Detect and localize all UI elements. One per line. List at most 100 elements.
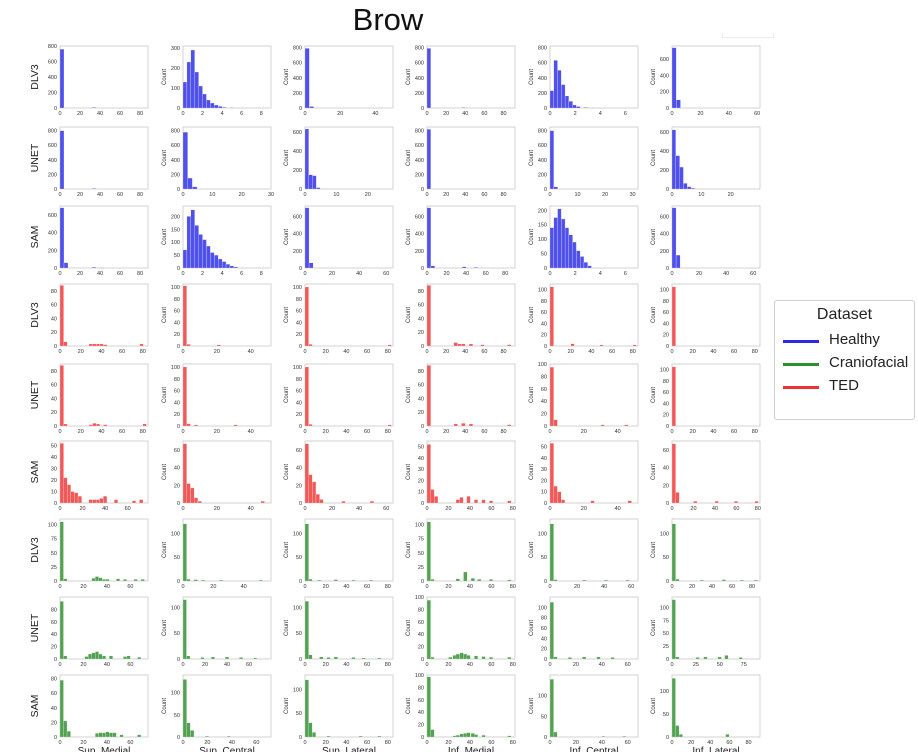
x-tick-label: 0 xyxy=(303,192,306,198)
column-label: Sup. Medial xyxy=(78,746,131,752)
x-tick-label: 60 xyxy=(117,271,123,277)
histogram-bar xyxy=(549,602,554,660)
histogram-bar xyxy=(59,285,64,347)
histogram-bar xyxy=(557,70,562,109)
x-tick-label: 80 xyxy=(510,506,516,512)
y-tick-label: 0 xyxy=(421,187,424,193)
x-tick-label: 20 xyxy=(80,740,86,746)
y-tick-label: 100 xyxy=(538,288,547,294)
histogram-bar xyxy=(182,131,188,190)
x-tick-label: 20 xyxy=(445,662,451,668)
y-tick-label: 0 xyxy=(666,106,669,112)
y-tick-label: 20 xyxy=(51,478,57,484)
x-tick-label: 80 xyxy=(137,271,143,277)
x-tick-label: 80 xyxy=(755,506,761,512)
x-tick-label: 40 xyxy=(462,429,468,435)
x-tick-label: 40 xyxy=(599,662,605,668)
y-tick-label: 400 xyxy=(538,158,547,164)
y-tick-label: 600 xyxy=(48,213,57,219)
y-tick-label: 40 xyxy=(663,401,669,407)
x-tick-label: 80 xyxy=(502,271,508,277)
x-tick-label: 40 xyxy=(356,271,362,277)
y-tick-label: 200 xyxy=(660,168,669,174)
y-tick-label: 200 xyxy=(293,91,302,97)
x-tick-label: 20 xyxy=(214,349,220,355)
y-tick-label: 60 xyxy=(51,383,57,389)
x-tick-label: 80 xyxy=(385,662,391,668)
histogram-bar xyxy=(77,495,82,504)
histogram-bar xyxy=(553,186,558,190)
panel-frame xyxy=(671,45,761,109)
legend-swatch-ted xyxy=(783,386,819,389)
y-axis-label: Count xyxy=(162,387,168,403)
x-tick-label: 20 xyxy=(80,584,86,590)
row-label: UNET xyxy=(29,613,41,642)
y-tick-label: 0 xyxy=(666,344,669,350)
histogram-bar xyxy=(214,254,219,269)
x-tick-label: 80 xyxy=(749,584,755,590)
histogram-bar xyxy=(190,49,195,109)
histogram-bar xyxy=(570,343,575,347)
x-tick-label: 40 xyxy=(462,349,468,355)
histogram-bar xyxy=(229,265,234,269)
x-tick-label: 0 xyxy=(670,192,673,198)
histogram-bar xyxy=(225,264,231,269)
histogram-bar xyxy=(204,735,209,738)
histogram-bar xyxy=(210,252,215,269)
histogram-bar xyxy=(95,733,99,738)
panel-frame xyxy=(182,45,272,109)
x-tick-label: 40 xyxy=(224,662,230,668)
y-tick-label: 80 xyxy=(663,299,669,305)
y-axis-label: Count xyxy=(651,69,657,85)
histogram-bar xyxy=(202,239,207,269)
x-tick-label: 0 xyxy=(670,584,673,590)
x-tick-label: 40 xyxy=(712,506,718,512)
histogram-bar xyxy=(683,183,688,190)
panel-frame xyxy=(182,596,272,660)
y-tick-label: 400 xyxy=(660,149,669,155)
y-tick-label: 0 xyxy=(177,735,180,741)
histogram-bar xyxy=(103,424,108,427)
histogram-bar xyxy=(561,84,566,109)
x-tick-label: 60 xyxy=(246,662,252,668)
histogram-bar xyxy=(96,423,100,427)
y-tick-label: 40 xyxy=(174,400,180,406)
x-tick-label: 8 xyxy=(260,111,263,117)
histogram-bar xyxy=(377,657,382,660)
x-tick-label: 80 xyxy=(385,429,391,435)
y-tick-label: 40 xyxy=(663,321,669,327)
histogram-bar xyxy=(229,107,234,109)
row-label: SAM xyxy=(29,461,41,484)
y-axis-label: Count xyxy=(529,542,535,558)
x-tick-label: 0 xyxy=(670,662,673,668)
histogram-bar xyxy=(194,497,199,504)
histogram-bar xyxy=(96,343,100,347)
x-tick-label: 60 xyxy=(731,429,737,435)
y-tick-label: 80 xyxy=(51,369,57,375)
y-tick-label: 0 xyxy=(54,657,57,663)
y-tick-label: 100 xyxy=(293,687,302,693)
histogram-bar xyxy=(553,60,558,109)
x-tick-label: 60 xyxy=(481,192,487,198)
y-tick-label: 0 xyxy=(666,657,669,663)
histogram-bar xyxy=(507,500,512,504)
y-axis-label: Count xyxy=(651,307,657,323)
y-tick-label: 800 xyxy=(293,46,302,52)
y-axis-label: Count xyxy=(406,542,412,558)
x-tick-label: 0 xyxy=(181,584,184,590)
x-tick-label: 0 xyxy=(548,111,551,117)
x-tick-label: 60 xyxy=(754,111,760,117)
x-tick-label: 80 xyxy=(510,662,516,668)
histogram-bar xyxy=(211,656,215,660)
histogram-bar xyxy=(600,424,605,427)
y-tick-label: 20 xyxy=(541,478,547,484)
y-tick-label: 200 xyxy=(538,91,547,97)
y-axis-label: Count xyxy=(162,620,168,636)
histogram-bar xyxy=(387,424,392,427)
histogram-bar xyxy=(187,177,193,190)
faint-box-outline xyxy=(722,33,774,38)
y-tick-label: 400 xyxy=(415,158,424,164)
histogram-bar xyxy=(430,265,435,269)
x-tick-label: 0 xyxy=(303,271,306,277)
x-tick-label: 40 xyxy=(467,662,473,668)
